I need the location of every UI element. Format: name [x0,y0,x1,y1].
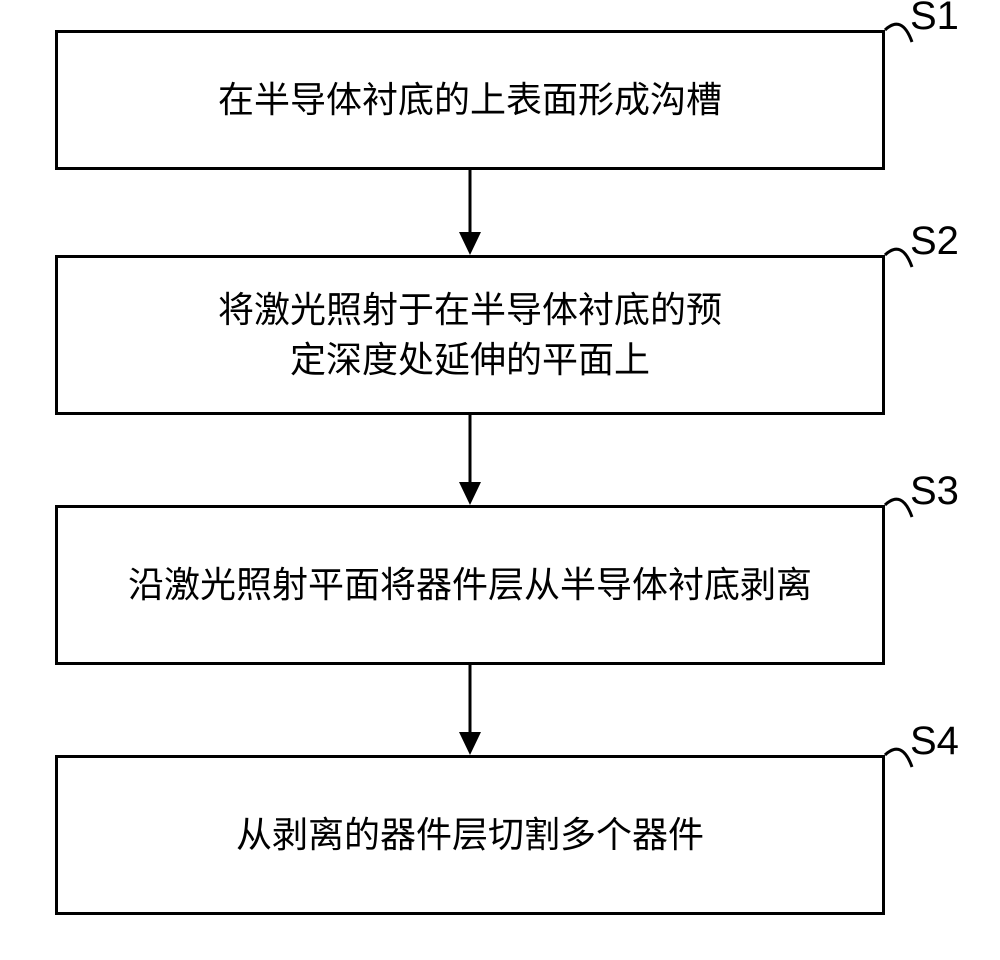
step-text-s3: 沿激光照射平面将器件层从半导体衬底剥离 [128,560,812,610]
step-label-s2: S2 [910,219,959,264]
step-box-s2: 将激光照射于在半导体衬底的预 定深度处延伸的平面上 [55,255,885,415]
step-text-s1: 在半导体衬底的上表面形成沟槽 [218,75,722,125]
step-box-s4: 从剥离的器件层切割多个器件 [55,755,885,915]
step-box-s1: 在半导体衬底的上表面形成沟槽 [55,30,885,170]
step-text-s2: 将激光照射于在半导体衬底的预 定深度处延伸的平面上 [218,285,722,386]
flowchart-diagram: 在半导体衬底的上表面形成沟槽 S1 将激光照射于在半导体衬底的预 定深度处延伸的… [0,0,1000,960]
step-text-s4: 从剥离的器件层切割多个器件 [236,810,704,860]
step-label-s1: S1 [910,0,959,39]
step-box-s3: 沿激光照射平面将器件层从半导体衬底剥离 [55,505,885,665]
step-label-s3: S3 [910,469,959,514]
step-label-s4: S4 [910,719,959,764]
